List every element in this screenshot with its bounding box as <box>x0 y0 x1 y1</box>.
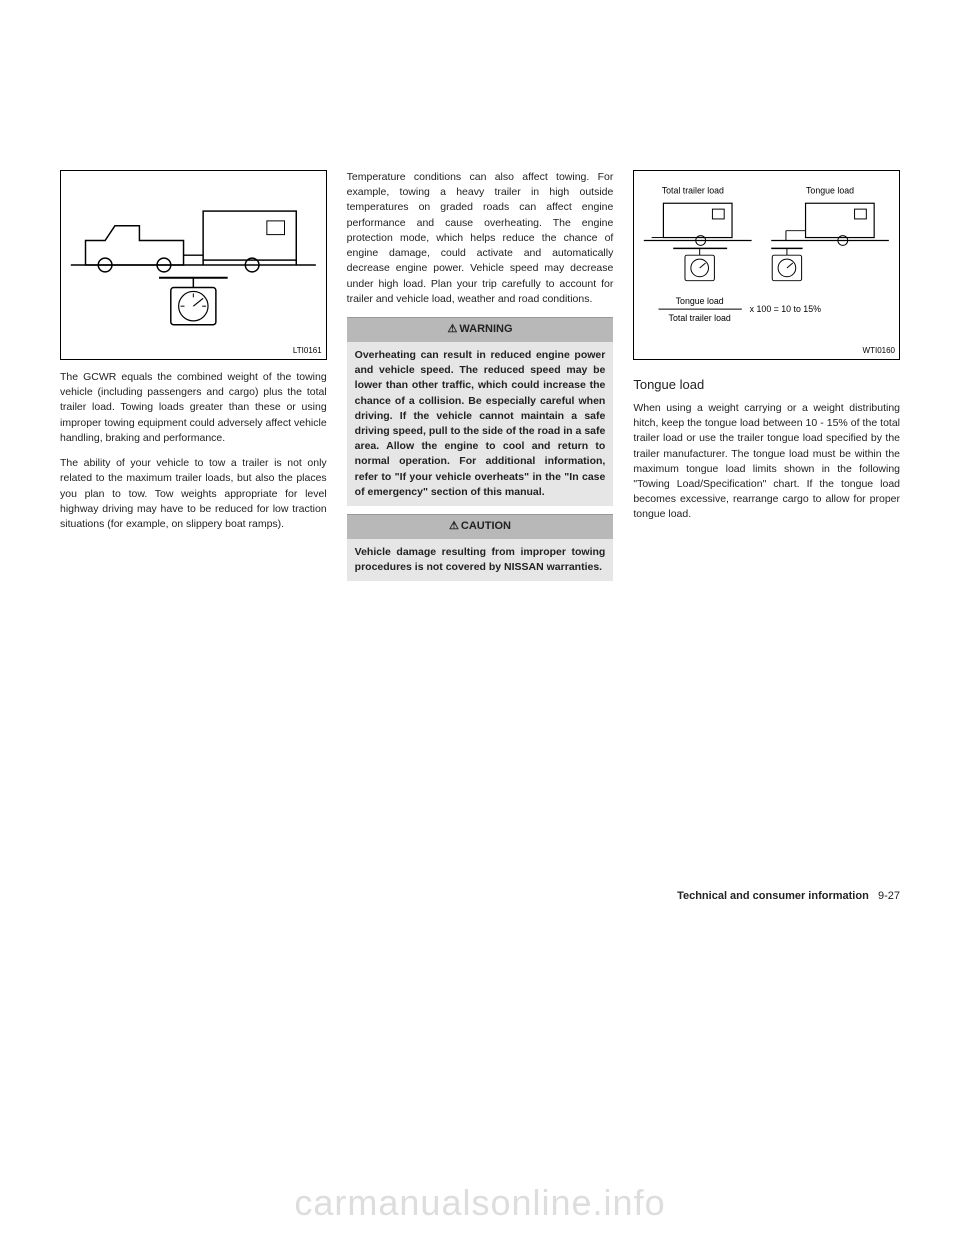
col3-para1: When using a weight carrying or a weight… <box>633 401 900 523</box>
figure-label-1: LTI0161 <box>293 345 322 357</box>
caution-header: ⚠CAUTION <box>347 514 614 539</box>
label-tongue: Tongue load <box>806 185 854 195</box>
footer-page: 9-27 <box>878 890 900 902</box>
warning-header: ⚠WARNING <box>347 317 614 342</box>
tongue-load-heading: Tongue load <box>633 376 900 395</box>
caution-icon: ⚠ <box>449 520 459 532</box>
caution-body: Vehicle damage resulting from improper t… <box>347 539 614 581</box>
col2-para1: Temperature conditions can also affect t… <box>347 170 614 307</box>
formula-right: x 100 = 10 to 15% <box>750 304 821 314</box>
watermark: carmanualsonline.info <box>0 1182 960 1224</box>
warning-icon: ⚠ <box>447 323 457 335</box>
warning-body: Overheating can result in reduced engine… <box>347 342 614 506</box>
column-3: Total trailer load Tongue load <box>633 170 900 880</box>
frac-top: Tongue load <box>676 296 724 306</box>
frac-bottom: Total trailer load <box>669 313 731 323</box>
col1-para2: The ability of your vehicle to tow a tra… <box>60 456 327 532</box>
figure-label-2: WTI0160 <box>863 345 895 357</box>
footer-section: Technical and consumer information <box>677 890 869 902</box>
page-footer: Technical and consumer information 9-27 <box>677 890 900 902</box>
label-total: Total trailer load <box>662 185 724 195</box>
col1-para1: The GCWR equals the combined weight of t… <box>60 370 327 446</box>
caution-label: CAUTION <box>461 520 511 532</box>
tongue-load-svg: Total trailer load Tongue load <box>634 171 899 359</box>
warning-label: WARNING <box>459 323 512 335</box>
gcwr-diagram-svg <box>61 171 326 359</box>
gcwr-figure: LTI0161 <box>60 170 327 360</box>
page-content: LTI0161 The GCWR equals the combined wei… <box>60 170 900 880</box>
tongue-load-figure: Total trailer load Tongue load <box>633 170 900 360</box>
column-1: LTI0161 The GCWR equals the combined wei… <box>60 170 327 880</box>
column-2: Temperature conditions can also affect t… <box>347 170 614 880</box>
